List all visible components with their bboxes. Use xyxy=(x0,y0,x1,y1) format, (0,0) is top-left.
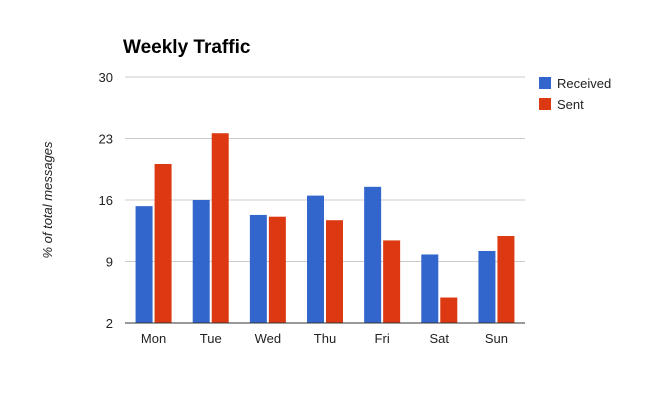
bar-received-mon[interactable] xyxy=(135,206,153,323)
bar-received-tue[interactable] xyxy=(192,200,210,323)
y-axis-label: % of total messages xyxy=(40,141,55,259)
bar-sent-sat[interactable] xyxy=(440,297,458,323)
x-axis-ticks: Mon Tue Wed Thu Fri Sat Sun xyxy=(141,331,508,346)
legend-swatch-sent xyxy=(539,98,551,110)
chart-title: Weekly Traffic xyxy=(123,37,251,58)
x-tick-label: Fri xyxy=(375,331,390,346)
bars xyxy=(135,133,515,323)
bar-received-wed[interactable] xyxy=(249,214,267,323)
x-tick-label: Sun xyxy=(485,331,508,346)
x-tick-label: Thu xyxy=(314,331,336,346)
bar-received-fri[interactable] xyxy=(364,186,382,323)
bar-received-sun[interactable] xyxy=(478,250,496,323)
legend-label-received: Received xyxy=(557,76,611,91)
bar-sent-thu[interactable] xyxy=(326,220,343,323)
bar-sent-sun[interactable] xyxy=(497,236,515,323)
y-tick-label: 9 xyxy=(106,255,113,270)
bar-sent-wed[interactable] xyxy=(268,216,286,323)
bar-sent-fri[interactable] xyxy=(383,240,401,323)
y-tick-label: 23 xyxy=(99,132,113,147)
bar-received-thu[interactable] xyxy=(307,195,324,323)
legend-label-sent: Sent xyxy=(557,97,584,112)
y-axis-ticks: 2 9 16 23 30 xyxy=(99,70,113,331)
x-tick-label: Sat xyxy=(430,331,450,346)
legend-swatch-received xyxy=(539,77,551,89)
bar-sent-mon[interactable] xyxy=(154,163,172,323)
y-tick-label: 16 xyxy=(99,193,113,208)
x-tick-label: Tue xyxy=(200,331,222,346)
x-tick-label: Wed xyxy=(255,331,282,346)
y-tick-label: 2 xyxy=(106,316,113,331)
bar-sent-tue[interactable] xyxy=(211,133,229,323)
gridlines xyxy=(125,76,525,262)
legend[interactable]: Received Sent xyxy=(539,76,611,112)
x-tick-label: Mon xyxy=(141,331,166,346)
y-tick-label: 30 xyxy=(99,70,113,85)
bar-received-sat[interactable] xyxy=(421,254,439,323)
